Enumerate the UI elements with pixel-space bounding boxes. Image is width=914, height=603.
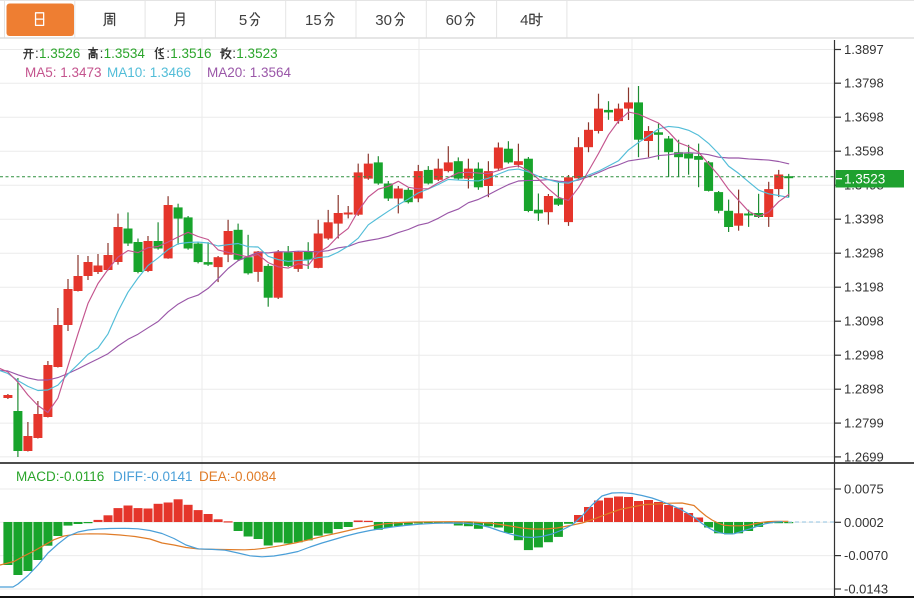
svg-text::: : [166, 46, 170, 61]
svg-text:1.3098: 1.3098 [844, 314, 884, 329]
svg-text:1.2998: 1.2998 [844, 348, 884, 363]
svg-text:60: 60 [446, 12, 463, 29]
svg-text:1.3897: 1.3897 [844, 42, 884, 57]
svg-text:1.3398: 1.3398 [844, 212, 884, 227]
svg-text:1.3598: 1.3598 [844, 144, 884, 159]
svg-text:30: 30 [375, 12, 392, 29]
svg-text:MA5: 1.3473: MA5: 1.3473 [25, 65, 102, 80]
svg-text:1.3698: 1.3698 [844, 110, 884, 125]
svg-text:15: 15 [305, 12, 322, 29]
svg-text:0.0075: 0.0075 [844, 482, 884, 497]
svg-text:DIFF:-0.0141: DIFF:-0.0141 [113, 469, 193, 484]
svg-text:0.0002: 0.0002 [844, 515, 884, 530]
svg-text:1.3798: 1.3798 [844, 76, 884, 91]
svg-text:1.2799: 1.2799 [844, 416, 884, 431]
svg-text::: : [232, 46, 236, 61]
svg-text:MACD:-0.0116: MACD:-0.0116 [16, 469, 104, 484]
svg-text:4: 4 [520, 12, 528, 29]
svg-text:1.3298: 1.3298 [844, 246, 884, 261]
svg-text:1.3516: 1.3516 [170, 46, 211, 61]
svg-text:1.3198: 1.3198 [844, 280, 884, 295]
svg-text:DEA:-0.0084: DEA:-0.0084 [199, 469, 277, 484]
svg-text:1.2699: 1.2699 [844, 449, 884, 464]
svg-text:1.3523: 1.3523 [844, 172, 885, 187]
svg-text:-0.0070: -0.0070 [844, 548, 888, 563]
svg-text:-0.0143: -0.0143 [844, 582, 888, 597]
svg-text:5: 5 [239, 12, 247, 29]
svg-text:MA10: 1.3466: MA10: 1.3466 [107, 65, 191, 80]
svg-text::: : [35, 46, 39, 61]
svg-text:MA20: 1.3564: MA20: 1.3564 [207, 65, 292, 80]
svg-text:1.2898: 1.2898 [844, 382, 884, 397]
svg-text::: : [100, 46, 104, 61]
svg-text:1.3534: 1.3534 [104, 46, 146, 61]
svg-text:1.3523: 1.3523 [236, 46, 277, 61]
svg-text:1.3526: 1.3526 [39, 46, 80, 61]
